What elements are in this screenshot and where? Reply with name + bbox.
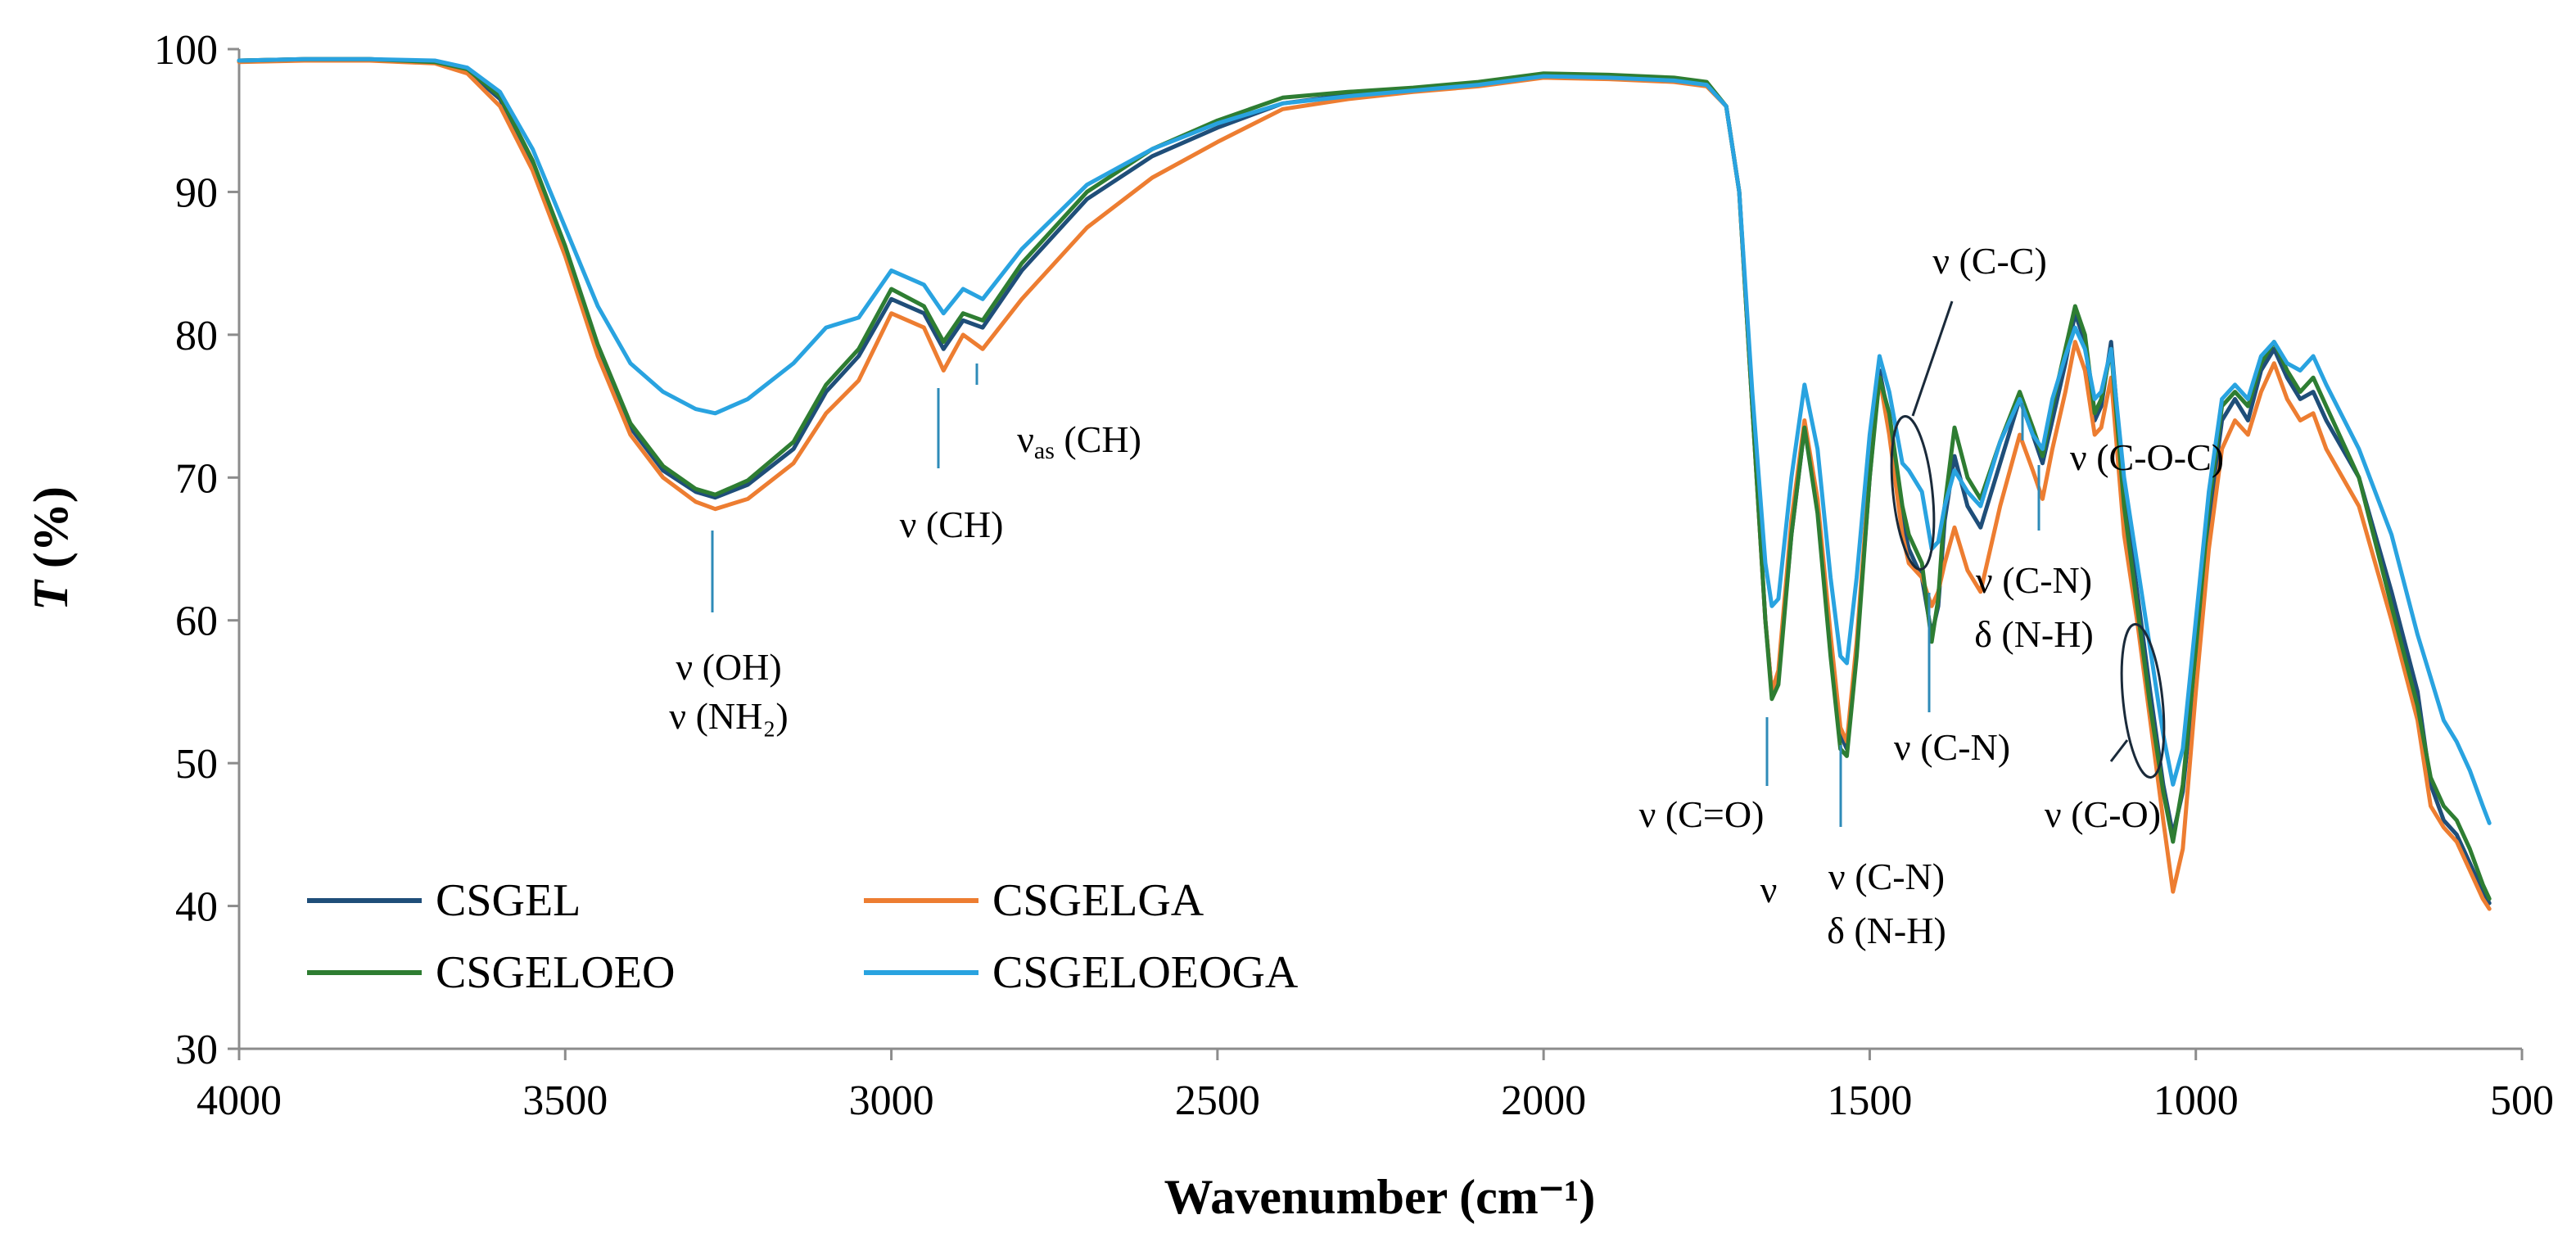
series-line-csgeloeo <box>237 56 2492 901</box>
annot-oh-line2: ν (NH₂) <box>669 695 788 737</box>
annot-oh-line1: ν (OH) <box>676 646 781 688</box>
legend-label-csgeloeo: CSGELOEO <box>436 947 675 998</box>
legend: CSGEL CSGELGA CSGELOEO CSGELOEOGA <box>307 875 1299 998</box>
annot-cn-top-l1: ν (C-N) <box>1976 559 2092 601</box>
axes <box>237 49 2522 1050</box>
annot-cn-mid: ν (C-N) <box>1894 726 2010 768</box>
legend-label-csgeloeoga: CSGELOEOGA <box>992 947 1299 998</box>
x-tick-label: 4000 <box>197 1077 282 1124</box>
annot-co-double: ν (C=O) <box>1639 793 1765 835</box>
annot-cn-low-l1: ν (C-N) <box>1828 856 1945 897</box>
x-tick-label: 2500 <box>1175 1077 1260 1124</box>
y-tick-label: 100 <box>154 27 218 74</box>
annot-co: ν (C-O) <box>2045 793 2161 835</box>
pointer-cc <box>1911 300 1954 417</box>
x-tick-label: 3500 <box>522 1077 608 1124</box>
x-ticks: 4000 3500 3000 2500 2000 1500 1000 500 <box>197 1049 2554 1124</box>
annot-cc: ν (C-C) <box>1932 240 2047 282</box>
y-axis-title-italic: T <box>24 579 78 611</box>
x-tick-label: 2000 <box>1501 1077 1586 1124</box>
ellipse-co <box>2120 622 2166 779</box>
y-tick-label: 30 <box>175 1027 218 1073</box>
y-ticks: 30 40 50 60 70 80 90 100 <box>154 27 239 1073</box>
annot-ch-as: νas (CH) <box>1017 418 1141 464</box>
y-tick-label: 40 <box>175 884 218 931</box>
series-line-csgeloeoga <box>237 56 2492 825</box>
legend-label-csgelga: CSGELGA <box>992 875 1204 926</box>
annot-cn-top-l2: δ (N-H) <box>1974 613 2094 655</box>
x-tick-label: 500 <box>2490 1077 2554 1124</box>
y-tick-label: 80 <box>175 313 218 359</box>
x-tick-label: 3000 <box>849 1077 934 1124</box>
annot-ch: ν (CH) <box>900 504 1004 545</box>
x-tick-label: 1000 <box>2153 1077 2239 1124</box>
y-tick-label: 90 <box>175 169 218 216</box>
ellipse-cc <box>1890 414 1936 571</box>
y-tick-label: 70 <box>175 455 218 502</box>
y-axis-title-unit: (%) <box>24 486 78 580</box>
series-line-csgelga <box>237 58 2492 911</box>
series-layer <box>237 56 2492 911</box>
annotation-markers <box>711 364 2040 827</box>
y-tick-label: 50 <box>175 741 218 788</box>
legend-label-csgel: CSGEL <box>436 875 581 926</box>
annot-nu: ν <box>1760 869 1778 910</box>
annot-coc: ν (C-O-C) <box>2070 436 2224 478</box>
y-axis-title: T (%) <box>24 486 78 611</box>
pointer-co <box>2109 739 2129 762</box>
annot-cn-low-l2: δ (N-H) <box>1827 910 1946 951</box>
y-tick-label: 60 <box>175 598 218 645</box>
annot-oh: ν (OH) <box>676 646 781 688</box>
x-tick-label: 1500 <box>1827 1077 1912 1124</box>
annotations: ν (OH) ν (NH₂) ν (CH) νas (CH) ν (C-C) ν… <box>669 240 2224 951</box>
annot-nh2: ν (NH₂) <box>669 695 788 737</box>
x-axis-title: Wavenumber (cm⁻¹) <box>1164 1170 1596 1224</box>
